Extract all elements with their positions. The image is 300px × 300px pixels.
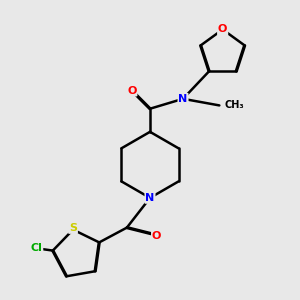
Text: S: S xyxy=(69,223,77,233)
Text: O: O xyxy=(127,85,136,96)
Text: CH₃: CH₃ xyxy=(224,100,244,110)
Text: Cl: Cl xyxy=(31,243,42,253)
Text: O: O xyxy=(152,231,161,241)
Text: N: N xyxy=(178,94,188,104)
Text: O: O xyxy=(218,25,227,34)
Text: N: N xyxy=(146,193,154,203)
